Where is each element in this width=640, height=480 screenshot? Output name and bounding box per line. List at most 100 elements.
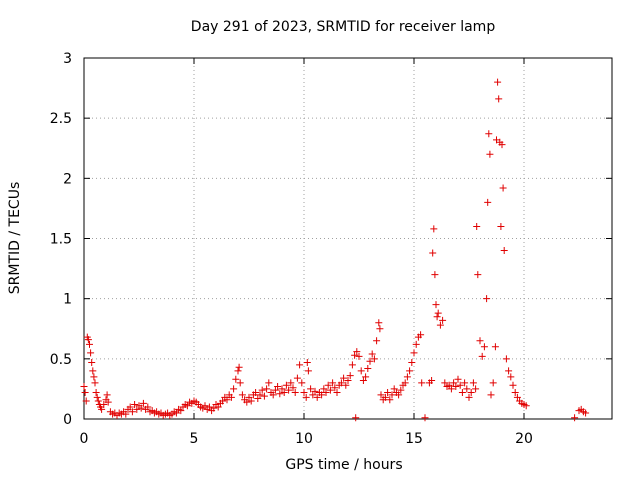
data-point bbox=[287, 379, 295, 387]
data-point bbox=[285, 386, 293, 394]
data-point bbox=[98, 405, 106, 413]
x-axis: 0 5 10 15 20 bbox=[80, 58, 533, 447]
data-point bbox=[293, 374, 301, 382]
data-point bbox=[87, 349, 95, 357]
data-point bbox=[84, 336, 92, 344]
data-series bbox=[80, 78, 590, 422]
data-point bbox=[474, 271, 482, 279]
data-point bbox=[434, 309, 442, 317]
data-point bbox=[90, 373, 98, 381]
data-point bbox=[236, 379, 244, 387]
data-point bbox=[89, 367, 97, 375]
data-point bbox=[137, 404, 145, 412]
data-point bbox=[234, 367, 242, 375]
y-tick-label: 1 bbox=[63, 292, 72, 308]
data-point bbox=[357, 367, 365, 375]
data-point bbox=[472, 385, 480, 393]
data-point bbox=[484, 198, 492, 206]
data-point bbox=[417, 331, 425, 339]
data-point bbox=[131, 401, 139, 409]
data-point bbox=[478, 352, 486, 360]
data-point bbox=[144, 403, 152, 411]
data-point bbox=[450, 379, 458, 387]
data-point bbox=[439, 316, 447, 324]
data-point bbox=[447, 385, 455, 393]
data-point bbox=[346, 372, 354, 380]
y-tick-label: 0 bbox=[63, 412, 72, 428]
data-point bbox=[289, 384, 297, 392]
data-point bbox=[388, 391, 396, 399]
data-point bbox=[201, 402, 209, 410]
data-point bbox=[458, 389, 466, 397]
data-point bbox=[487, 391, 495, 399]
data-point bbox=[232, 375, 240, 383]
data-point bbox=[122, 410, 130, 418]
data-point bbox=[410, 349, 418, 357]
data-point bbox=[368, 350, 376, 358]
grid bbox=[84, 58, 612, 419]
data-point bbox=[300, 389, 308, 397]
data-point bbox=[303, 358, 311, 366]
data-point bbox=[326, 386, 334, 394]
data-point bbox=[370, 355, 378, 363]
data-point bbox=[430, 225, 438, 233]
data-point bbox=[480, 343, 488, 351]
data-point bbox=[100, 401, 108, 409]
data-point bbox=[245, 393, 253, 401]
data-point bbox=[311, 387, 319, 395]
data-point bbox=[418, 379, 426, 387]
data-point bbox=[104, 398, 112, 406]
data-point bbox=[467, 389, 475, 397]
data-point bbox=[473, 222, 481, 230]
data-point bbox=[133, 405, 141, 413]
x-axis-label: GPS time / hours bbox=[285, 457, 402, 473]
data-point bbox=[278, 385, 286, 393]
data-point bbox=[256, 391, 264, 399]
data-point bbox=[333, 389, 341, 397]
data-point bbox=[412, 340, 420, 348]
data-point bbox=[377, 391, 385, 399]
data-point bbox=[348, 361, 356, 369]
data-point bbox=[235, 363, 243, 371]
data-point bbox=[495, 95, 503, 103]
data-point bbox=[260, 392, 268, 400]
data-point bbox=[406, 367, 414, 375]
data-point bbox=[359, 376, 367, 384]
data-point bbox=[445, 381, 453, 389]
data-point bbox=[465, 393, 473, 401]
data-point bbox=[456, 381, 464, 389]
data-point bbox=[513, 393, 521, 401]
data-point bbox=[511, 389, 519, 397]
data-point bbox=[441, 379, 449, 387]
data-point bbox=[352, 414, 360, 422]
data-point bbox=[219, 397, 227, 405]
data-point bbox=[309, 391, 317, 399]
data-point bbox=[489, 379, 497, 387]
data-point bbox=[463, 385, 471, 393]
data-point bbox=[247, 397, 255, 405]
data-point bbox=[397, 386, 405, 394]
data-point bbox=[331, 384, 339, 392]
data-point bbox=[433, 313, 441, 321]
data-point bbox=[254, 395, 262, 403]
x-tick-label: 0 bbox=[80, 431, 89, 447]
data-point bbox=[494, 78, 502, 86]
data-point bbox=[469, 379, 477, 387]
data-point bbox=[502, 355, 510, 363]
data-point bbox=[103, 391, 111, 399]
y-axis-label: SRMTID / TECUs bbox=[7, 182, 23, 295]
data-point bbox=[485, 130, 493, 138]
data-point bbox=[302, 393, 310, 401]
data-point bbox=[183, 402, 191, 410]
data-point bbox=[505, 367, 513, 375]
data-point bbox=[304, 367, 312, 375]
data-point bbox=[375, 319, 383, 327]
data-point bbox=[452, 383, 460, 391]
data-point bbox=[320, 385, 328, 393]
data-point bbox=[322, 389, 330, 397]
y-tick-label: 0.5 bbox=[50, 352, 72, 368]
data-point bbox=[454, 375, 462, 383]
data-point bbox=[497, 222, 505, 230]
data-point bbox=[344, 376, 352, 384]
